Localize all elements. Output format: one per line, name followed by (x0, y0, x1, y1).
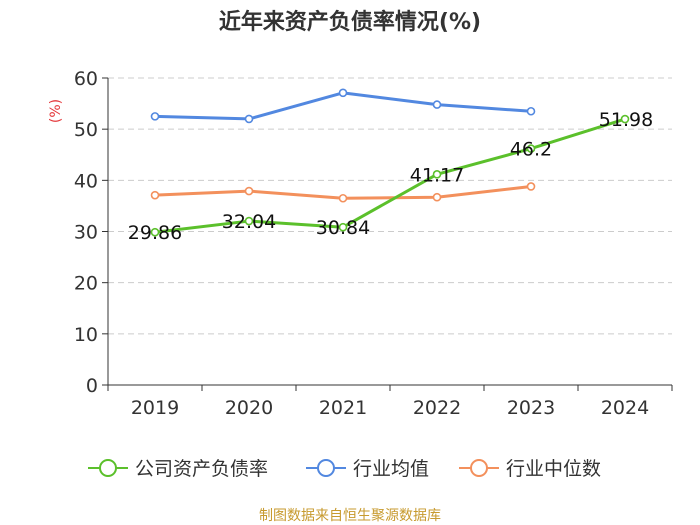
data-point (150, 112, 160, 121)
data-label: 32.04 (222, 211, 276, 233)
source-note: 制图数据来自恒生聚源数据库 (259, 508, 441, 524)
y-tick-label: 20 (74, 273, 98, 295)
data-point (338, 222, 348, 232)
y-tick-label: 50 (74, 119, 98, 141)
data-point (432, 100, 442, 109)
data-label: 29.86 (128, 222, 182, 244)
data-point (526, 182, 536, 191)
y-tick-label: 0 (86, 375, 98, 397)
data-point (432, 192, 442, 202)
data-point (526, 144, 536, 153)
x-tick-label: 2019 (131, 397, 179, 419)
data-point (150, 227, 160, 237)
series-layer (150, 88, 630, 237)
data-label: 51.98 (599, 109, 653, 131)
y-tick-label: 60 (74, 68, 98, 90)
y-tick-label: 30 (74, 222, 98, 244)
x-tick-label: 2024 (601, 397, 649, 419)
data-point (432, 170, 442, 179)
data-label: 41.17 (410, 164, 464, 186)
legend-label: 公司资产负债率 (135, 458, 268, 480)
data-point (620, 114, 630, 124)
x-tick-label: 2020 (225, 397, 273, 419)
y-tick-label: 40 (74, 170, 98, 192)
legend-marker (99, 459, 117, 477)
x-tick-label: 2023 (507, 397, 555, 419)
legend-marker (470, 459, 488, 477)
chart-title: 近年来资产负债率情况(%) (219, 9, 481, 35)
data-point (338, 193, 348, 203)
y-axis-label: (%) (48, 99, 64, 123)
data-point (244, 186, 254, 196)
legend-label: 行业均值 (353, 458, 429, 480)
data-labels: 29.86 32.04 30.84 41.17 46.2 51.98 (128, 109, 653, 244)
data-point (150, 190, 160, 200)
data-label: 30.84 (316, 217, 370, 239)
axes: 0 10 20 30 40 50 60 2019 2020 2021 2022 2023 2024 (74, 68, 673, 419)
x-tick-label: 2021 (319, 397, 367, 419)
data-point (244, 114, 254, 124)
series-line-0 (154, 117, 626, 234)
legend: 公司资产负债率 行业均值 行业中位数 (88, 458, 601, 480)
data-point (526, 106, 536, 116)
data-point (244, 216, 254, 226)
gridlines (108, 77, 672, 335)
legend-label: 行业中位数 (506, 458, 601, 480)
y-tick-label: 10 (74, 324, 98, 346)
legend-marker (317, 459, 335, 477)
data-point (338, 88, 348, 98)
x-tick-label: 2022 (413, 397, 461, 419)
data-label: 46.2 (510, 139, 552, 161)
